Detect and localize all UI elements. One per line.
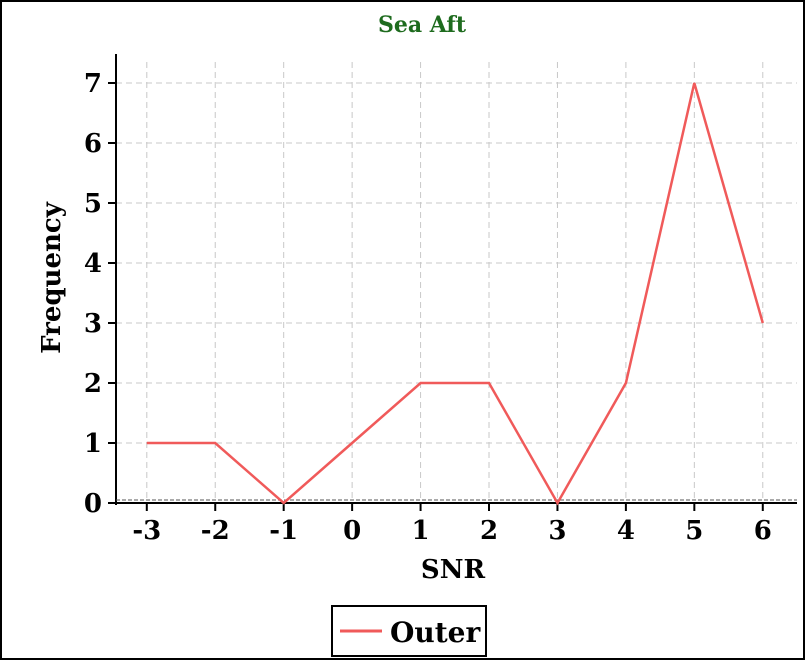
- series-line-outer: [146, 82, 765, 506]
- x-tick-label: 4: [617, 516, 635, 546]
- series-lines: [146, 82, 765, 506]
- chart-title: Sea Aft: [378, 12, 467, 38]
- y-tick-label: 4: [84, 249, 102, 279]
- x-tick-label: -1: [269, 516, 298, 546]
- legend: Outer: [331, 605, 487, 657]
- y-tick-label: 3: [84, 309, 102, 339]
- x-tick-label: 2: [480, 516, 498, 546]
- grid-lines: [116, 62, 797, 504]
- y-axis-label: Frequency: [37, 201, 67, 354]
- x-tick-label: 6: [754, 516, 772, 546]
- axes: [108, 54, 797, 511]
- x-tick-label: -3: [132, 516, 161, 546]
- x-tick-label: -2: [201, 516, 230, 546]
- x-tick-label: 3: [548, 516, 566, 546]
- y-tick-label: 5: [84, 189, 102, 219]
- legend-label-outer: Outer: [390, 616, 481, 649]
- x-axis-label: SNR: [421, 555, 486, 585]
- y-tick-labels: 0 1 2 3 4 5 6 7: [84, 69, 102, 519]
- y-tick-label: 2: [84, 369, 102, 399]
- x-tick-label: 0: [343, 516, 361, 546]
- y-tick-label: 6: [84, 129, 102, 159]
- x-tick-label: 1: [412, 516, 430, 546]
- x-tick-labels: -3 -2 -1 0 1 2 3 4 5 6: [132, 516, 771, 546]
- y-tick-label: 0: [84, 489, 102, 519]
- x-tick-label: 5: [685, 516, 703, 546]
- y-tick-label: 7: [84, 69, 102, 99]
- y-tick-label: 1: [84, 429, 102, 459]
